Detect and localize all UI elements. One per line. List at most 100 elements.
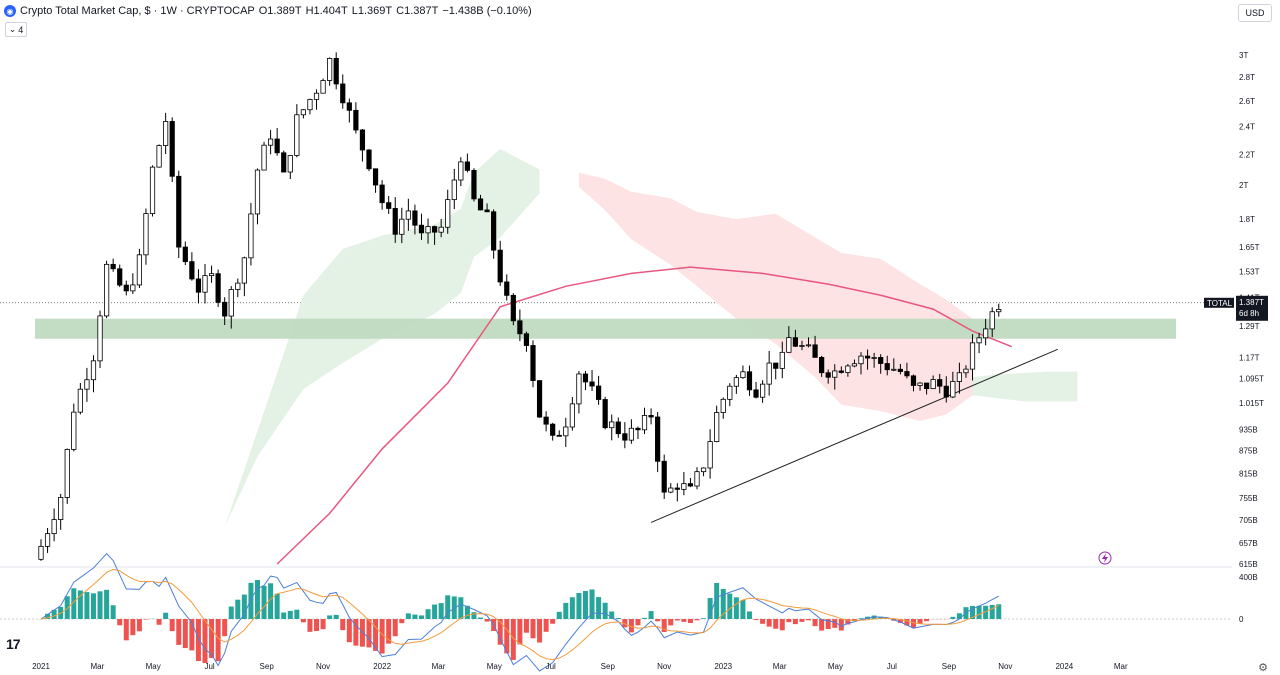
macd-histogram-bar xyxy=(681,619,687,622)
candle xyxy=(773,362,779,380)
candle xyxy=(195,269,202,304)
candle xyxy=(648,408,654,425)
macd-histogram-bar xyxy=(97,591,103,619)
candle xyxy=(917,382,923,391)
candle xyxy=(838,366,844,374)
macd-histogram-bar xyxy=(478,617,484,619)
macd-histogram-bar xyxy=(628,619,634,633)
macd-histogram-bar xyxy=(609,611,615,619)
macd-histogram-bar xyxy=(510,619,516,660)
time-axis: 2021 Mar May Jul Sep Nov 2022 Mar May Jul Sep Nov 20… xyxy=(32,662,1128,671)
macd-histogram-bar xyxy=(117,619,123,626)
candle xyxy=(628,419,635,444)
support-trendline[interactable] xyxy=(650,348,1058,523)
candle xyxy=(930,375,936,390)
macd-histogram-bar xyxy=(799,619,805,622)
macd-histogram-bar xyxy=(773,619,779,629)
chart-header: ◉ Crypto Total Market Cap, $ · 1W · CRYP… xyxy=(4,5,532,17)
candle xyxy=(471,168,477,202)
candle xyxy=(353,102,359,134)
candle xyxy=(878,354,884,374)
symbol-title[interactable]: Crypto Total Market Cap, $ · 1W · CRYPTO… xyxy=(20,5,255,17)
candle xyxy=(937,373,943,394)
candle xyxy=(90,355,97,393)
candle xyxy=(576,370,582,414)
macd-histogram-bar xyxy=(346,619,352,643)
candle xyxy=(510,293,516,326)
macd-histogram-bar xyxy=(104,589,110,619)
macd-histogram-bar xyxy=(294,609,300,619)
x-tick-label: Nov xyxy=(998,662,1012,671)
x-tick-label: Sep xyxy=(942,662,957,671)
candle xyxy=(235,278,241,298)
candle xyxy=(451,168,457,210)
y-tick-label: 1.015T xyxy=(1239,399,1264,408)
macd-histogram-bar xyxy=(569,597,575,619)
macd-histogram-bar xyxy=(458,597,464,619)
y-tick-label: 1.095T xyxy=(1239,375,1264,384)
candle xyxy=(267,130,274,155)
candle xyxy=(169,117,175,182)
candle xyxy=(222,297,228,326)
candle xyxy=(97,310,103,368)
macd-histogram-bar xyxy=(359,619,365,647)
candle xyxy=(182,241,188,266)
indicators-toggle[interactable]: ⌄ 4 xyxy=(5,22,27,37)
moving-average xyxy=(276,266,1013,565)
macd-axis-zero: 0 xyxy=(1239,615,1244,624)
macd-histogram-bar xyxy=(996,604,1002,619)
macd-histogram-bar xyxy=(202,619,208,664)
candle xyxy=(707,429,713,479)
macd-histogram-bar xyxy=(989,604,995,619)
settings-gear-icon[interactable]: ⚙ xyxy=(1258,662,1268,674)
macd-histogram-bar xyxy=(261,585,267,619)
candle xyxy=(123,280,129,296)
candle xyxy=(333,52,339,90)
candle xyxy=(241,256,247,297)
candle xyxy=(825,369,831,384)
macd-histogram-bar xyxy=(642,617,648,619)
macd-histogram-bar xyxy=(156,619,162,625)
candle xyxy=(963,365,969,378)
macd-histogram-bar xyxy=(386,619,392,644)
currency-button[interactable]: USD xyxy=(1238,4,1272,22)
macd-pane: 400B 0 xyxy=(0,552,1258,672)
candle xyxy=(77,382,83,415)
macd-histogram-bar xyxy=(694,619,700,621)
macd-histogram-bar xyxy=(910,619,916,628)
macd-histogram-bar xyxy=(353,619,359,646)
tradingview-logo-icon[interactable]: 17 xyxy=(6,636,21,652)
y-tick-label: 2T xyxy=(1239,181,1248,190)
candle xyxy=(799,340,805,351)
candle xyxy=(136,248,142,288)
macd-histogram-bar xyxy=(241,594,247,619)
macd-histogram-bar xyxy=(254,579,260,619)
lightning-icon[interactable] xyxy=(1098,551,1112,565)
macd-histogram-bar xyxy=(878,616,884,619)
macd-histogram-bar xyxy=(760,619,766,624)
ma-line xyxy=(276,266,1013,565)
change-value: −1.438B (−0.10%) xyxy=(442,5,532,17)
candle xyxy=(779,341,785,379)
candle xyxy=(812,335,818,358)
macd-histogram-bar xyxy=(707,598,713,619)
y-tick-label: 2.2T xyxy=(1239,151,1255,160)
candle xyxy=(792,329,799,348)
candle xyxy=(602,396,608,430)
macd-histogram-bar xyxy=(136,619,142,632)
candle xyxy=(891,358,897,372)
candle xyxy=(294,104,300,158)
macd-histogram-bar xyxy=(215,619,221,662)
candle xyxy=(727,383,733,407)
cryptocap-logo-icon: ◉ xyxy=(4,5,16,17)
candle xyxy=(641,407,648,435)
macd-histogram-bar xyxy=(838,619,844,631)
cloud-green-1 xyxy=(972,371,1078,402)
macd-histogram-bar xyxy=(740,600,746,619)
open-value: O1.389T xyxy=(258,5,302,17)
macd-histogram-bar xyxy=(701,618,707,619)
price-axis: 3T2.8T2.6T2.4T2.2T2T1.8T1.65T1.53T1.41T1… xyxy=(1239,51,1264,569)
candle xyxy=(372,168,379,193)
macd-histogram-bar xyxy=(373,619,379,651)
